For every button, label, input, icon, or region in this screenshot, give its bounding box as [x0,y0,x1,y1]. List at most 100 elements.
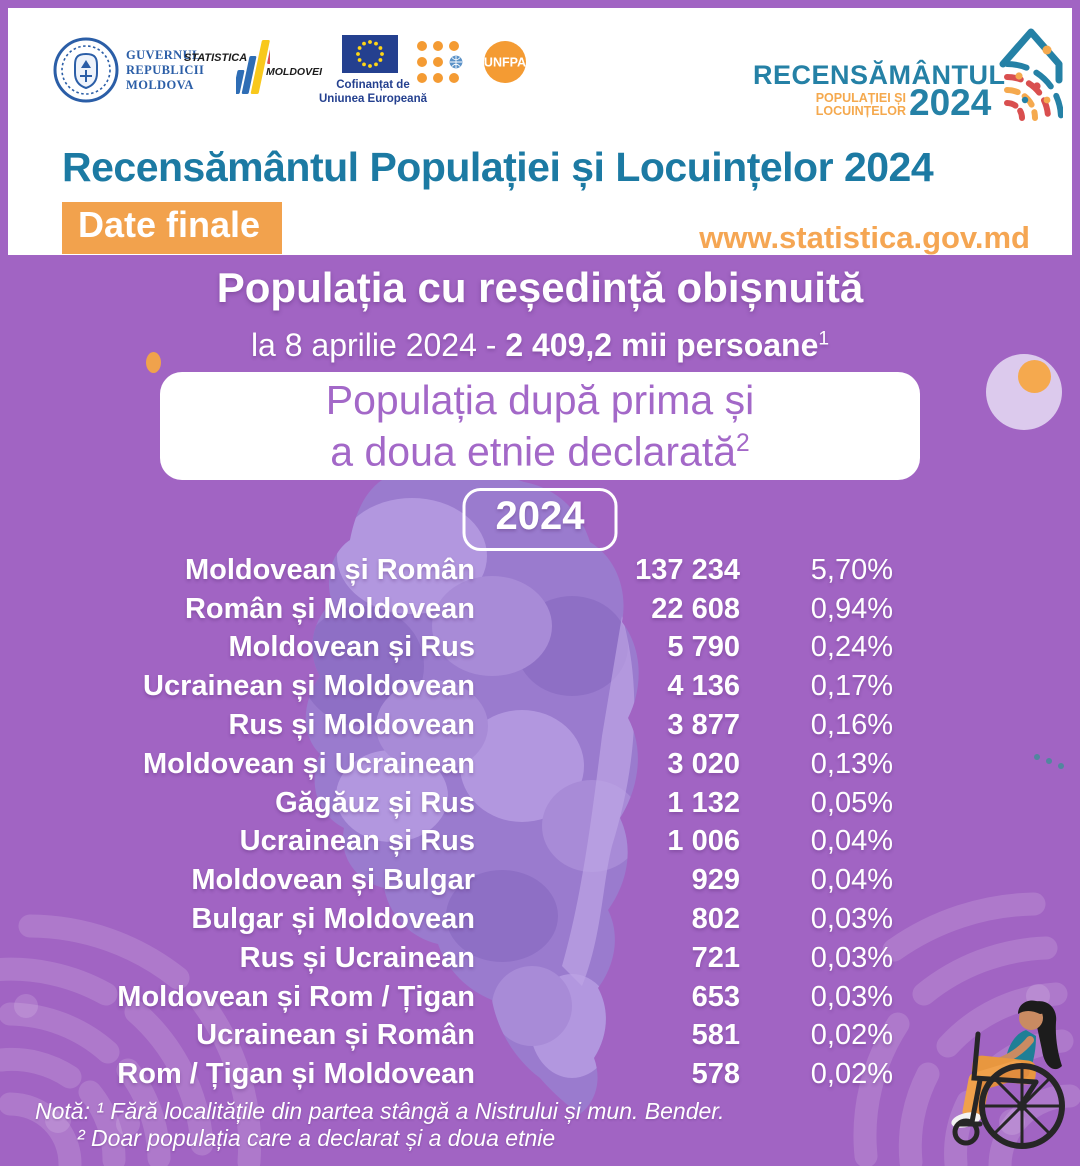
chart-title-text: Populația după prima și [325,377,755,424]
final-data-badge: Date finale [62,202,283,254]
table-row: Moldovean și Rus 5 790 0,24% [107,629,893,668]
eu-caption-line: Cofinanțat de [336,79,410,91]
gov-line: MOLDOVA [126,78,194,92]
page-title: Recensământul Populației și Locuințelor … [62,144,934,190]
chart-title-line: a doua etnie declarată2 [330,422,749,474]
table-row: Rus și Moldovean 3 877 0,16% [107,706,893,745]
row-person-count: 22 608 [651,592,740,625]
statistica-logo-text: MOLDOVEI [266,66,323,78]
census-house-icon [999,28,1063,121]
wheelchair-person-illustration [951,1000,1065,1149]
table-row: Rus și Ucrainean 721 0,03% [107,939,893,978]
census-logo-year: 2024 [909,82,992,123]
row-percentage: 0,16% [810,709,893,742]
row-person-count: 581 [691,1019,740,1052]
row-person-count: 3 020 [667,747,740,780]
fingerprint-pattern-bottom-left [0,914,262,1166]
row-person-count: 1 006 [667,825,740,858]
decor-orange-circle [1018,360,1051,393]
footnote-marker-1: 1 [818,328,830,350]
gov-line: REPUBLICII [126,63,205,77]
gov-line: GUVERNUL [126,48,201,62]
row-ethnicity-label: Moldovean și Rus [228,631,475,664]
census-logo-subtitle: POPULAȚIEI ȘI LOCUINȚELOR [790,92,906,118]
row-person-count: 5 790 [667,631,740,664]
header-panel: GUVERNUL REPUBLICII MOLDOVA STATISTICA M… [8,8,1072,255]
table-row: Moldovean și Ucrainean 3 020 0,13% [107,745,893,784]
moldova-map-silhouette [305,467,639,1114]
row-person-count: 3 877 [667,709,740,742]
row-percentage: 0,94% [810,592,893,625]
unfpa-label: UNFPA [484,56,526,70]
year-badge: 2024 [462,488,618,551]
table-row: Moldovean și Român 137 234 5,70% [107,551,893,590]
row-percentage: 0,13% [810,747,893,780]
footnotes: Notă: ¹ Fără localitățile din partea stâ… [35,1098,724,1152]
row-ethnicity-label: Bulgar și Moldovean [191,903,475,936]
row-ethnicity-label: Moldovean și Bulgar [191,864,475,897]
reference-date-line: la 8 aprilie 2024 - 2 409,2 mii persoane… [0,327,1080,364]
row-ethnicity-label: Ucrainean și Rus [239,825,475,858]
eu-flag-icon [342,35,398,73]
table-row: Moldovean și Rom / Țigan 653 0,03% [107,978,893,1017]
census-logo-subtitle-line: POPULAȚIEI ȘI [815,91,906,105]
table-row: Moldovean și Bulgar 929 0,04% [107,861,893,900]
row-ethnicity-label: Moldovean și Român [184,553,475,586]
decor-teal-dots [1034,754,1064,769]
government-logo-text: GUVERNUL REPUBLICII MOLDOVA [126,48,204,93]
moldova-government-seal-icon [53,37,119,103]
row-ethnicity-label: Rus și Moldovean [228,709,475,742]
row-percentage: 0,03% [810,941,893,974]
row-percentage: 5,70% [810,553,893,586]
date-prefix: la 8 aprilie 2024 - [250,327,506,363]
row-person-count: 721 [691,941,740,974]
row-percentage: 0,03% [810,903,893,936]
row-ethnicity-label: Ucrainean și Moldovean [143,670,475,703]
row-percentage: 0,02% [810,1058,893,1091]
row-percentage: 0,05% [810,786,893,819]
row-person-count: 137 234 [635,553,740,586]
decor-orange-dot [146,352,161,373]
ethnicity-table: Moldovean și Român 137 234 5,70% Român și M… [107,551,893,1094]
row-person-count: 802 [691,903,740,936]
row-person-count: 1 132 [667,786,740,819]
row-ethnicity-label: Ucrainean și Român [196,1019,475,1052]
eu-cofunding-caption: Cofinanțat de Uniunea Europeană [308,78,438,106]
footnote-2: ² Doar populația care a declarat și a do… [77,1125,556,1151]
row-percentage: 0,24% [810,631,893,664]
table-row: Ucrainean și Moldovean 4 136 0,17% [107,667,893,706]
row-ethnicity-label: Moldovean și Rom / Țigan [117,980,475,1013]
chart-title-card: Populația după prima și a doua etnie dec… [160,372,920,480]
eu-caption-line: Uniunea Europeană [319,93,427,105]
unfpa-logo-icon: UNFPA [417,41,526,83]
section-heading: Populația cu reședință obișnuită [216,264,864,311]
row-person-count: 4 136 [667,670,740,703]
row-percentage: 0,04% [810,864,893,897]
population-total: 2 409,2 mii persoane [505,327,819,363]
row-person-count: 578 [691,1058,740,1091]
row-ethnicity-label: Rus și Ucrainean [239,941,475,974]
row-ethnicity-label: Român și Moldovean [184,592,475,625]
table-row: Rom / Țigan și Moldovean 578 0,02% [107,1055,893,1094]
chart-title-text: a doua etnie declarată [330,428,737,475]
row-ethnicity-label: Găgăuz și Rus [275,786,475,819]
row-percentage: 0,04% [810,825,893,858]
row-percentage: 0,03% [810,980,893,1013]
census-logo-title: RECENSĂMÂNTUL [753,60,1006,90]
footnote-1: Notă: ¹ Fără localitățile din partea stâ… [35,1098,725,1124]
row-percentage: 0,17% [810,670,893,703]
census-logo-subtitle-line: LOCUINȚELOR [815,104,906,118]
table-row: Român și Moldovean 22 608 0,94% [107,590,893,629]
row-person-count: 653 [691,980,740,1013]
chart-title-line: Populația după prima și [326,378,754,422]
footnote-marker-2: 2 [736,430,750,458]
row-person-count: 929 [691,864,740,897]
row-ethnicity-label: Rom / Țigan și Moldovean [117,1058,475,1091]
table-row: Ucrainean și Rus 1 006 0,04% [107,823,893,862]
fingerprint-pattern-bottom-right [853,892,1080,1166]
row-percentage: 0,02% [810,1019,893,1052]
table-row: Ucrainean și Român 581 0,02% [107,1017,893,1056]
table-row: Bulgar și Moldovean 802 0,03% [107,900,893,939]
table-row: Găgăuz și Rus 1 132 0,05% [107,784,893,823]
website-url: www.statistica.gov.md [699,220,1030,255]
